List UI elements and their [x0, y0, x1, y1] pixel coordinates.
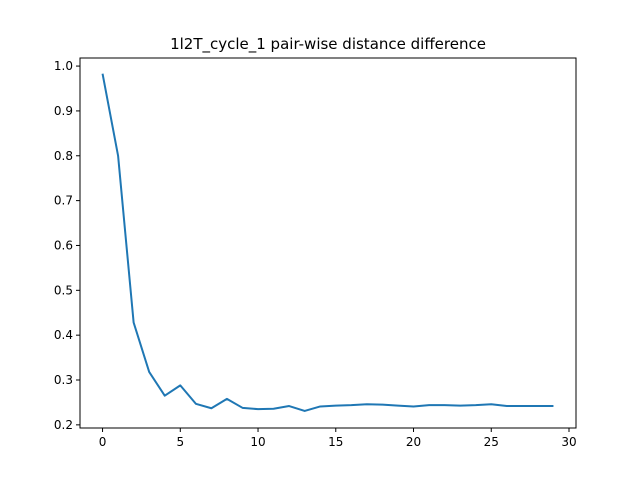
x-tick-label: 20 — [406, 435, 421, 449]
y-tick-label: 0.6 — [54, 238, 73, 252]
x-tick-label: 5 — [176, 435, 184, 449]
y-tick-label: 1.0 — [54, 59, 73, 73]
chart-title: 1l2T_cycle_1 pair-wise distance differen… — [170, 35, 486, 54]
y-tick-label: 0.5 — [54, 283, 73, 297]
y-tick-label: 0.4 — [54, 328, 73, 342]
axes-frame — [79, 57, 577, 429]
x-tick-label: 15 — [328, 435, 343, 449]
y-tick-label: 0.8 — [54, 149, 73, 163]
x-tick-label: 25 — [484, 435, 499, 449]
x-tick-label: 0 — [99, 435, 107, 449]
x-tick-label: 10 — [250, 435, 265, 449]
y-tick-label: 0.9 — [54, 104, 73, 118]
series-line — [101, 73, 554, 412]
plot-area: 0 5 10 15 20 25 30 0.2 0.3 0.4 0.5 0.6 0.7 0.8 0.9 1.0 — [54, 59, 577, 449]
y-tick-label: 0.3 — [54, 373, 73, 387]
x-tick-label: 30 — [561, 435, 576, 449]
y-tick-label: 0.2 — [54, 418, 73, 432]
y-tick-label: 0.7 — [54, 194, 73, 208]
